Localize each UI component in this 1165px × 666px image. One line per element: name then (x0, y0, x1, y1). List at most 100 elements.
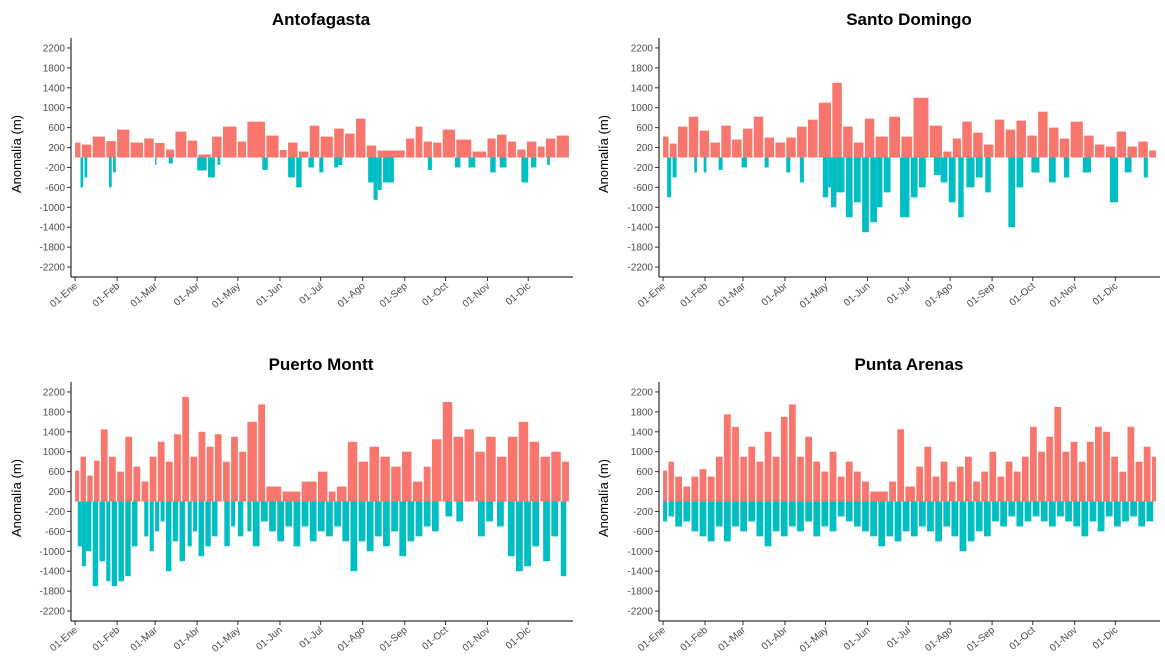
bar-positive (497, 456, 507, 502)
bar-negative (943, 501, 951, 527)
bar-positive (788, 404, 796, 502)
bar-negative (342, 501, 350, 542)
x-tick-label: 01-Nov (461, 625, 493, 654)
bar-positive (1005, 461, 1013, 502)
bar-positive (1070, 121, 1083, 158)
bar-positive (282, 491, 301, 502)
bar-negative (288, 157, 295, 178)
y-tick-label: 200 (636, 487, 653, 498)
bar-positive (288, 142, 298, 158)
x-tick-label: 01-May (210, 281, 243, 311)
bar-positive (677, 126, 688, 158)
bar-negative (377, 157, 382, 190)
bar-positive (456, 139, 472, 158)
y-tick-label: -1400 (39, 223, 65, 234)
bar-positive (545, 138, 556, 158)
bar-positive (369, 446, 379, 502)
x-tick-label: 01-Ene (48, 281, 80, 310)
bar-positive (1127, 146, 1137, 158)
bar-negative (1105, 501, 1113, 517)
bar-negative (1081, 501, 1089, 537)
bar-positive (144, 138, 154, 158)
y-tick-label: 600 (48, 467, 65, 478)
bar-negative (521, 157, 529, 183)
bar-positive (1138, 141, 1148, 158)
bar-positive (431, 439, 442, 502)
bar-positive (772, 456, 780, 502)
bars-group (663, 404, 1156, 552)
bar-positive (821, 471, 829, 502)
bar-positive (797, 456, 804, 502)
bar-negative (933, 157, 941, 175)
bar-negative (456, 501, 464, 522)
bar-positive (870, 491, 888, 502)
bar-negative (910, 501, 918, 537)
bar-negative (374, 501, 382, 537)
bar-negative (780, 501, 788, 537)
bar-positive (997, 476, 1005, 502)
bar-negative (845, 157, 853, 218)
bar-positive (518, 421, 529, 502)
bar-positive (320, 136, 333, 158)
bar-positive (691, 476, 699, 502)
bar-positive (182, 396, 190, 502)
bar-positive (100, 429, 108, 502)
y-tick-label: -1800 (627, 243, 653, 254)
y-tick-label: -1800 (39, 243, 65, 254)
bar-positive (336, 486, 347, 502)
bar-positive (130, 142, 143, 158)
panel-santo-domingo: Santo Domingo Anomalía (m) 2200 1800 1400 1… (596, 10, 1160, 311)
y-tick-label: 2200 (631, 387, 654, 398)
bar-negative (741, 157, 748, 168)
bar-positive (756, 461, 764, 502)
bar-negative (113, 157, 116, 173)
bar-negative (155, 157, 157, 165)
bar-positive (797, 126, 807, 158)
y-tick-label: 1800 (43, 407, 66, 418)
bar-positive (1027, 135, 1037, 158)
bar-positive (266, 486, 282, 502)
bar-negative (92, 501, 99, 587)
bar-negative (862, 501, 869, 532)
bar-negative (967, 501, 975, 542)
y-tick-label: -200 (45, 507, 65, 518)
bar-negative (423, 501, 431, 527)
bar-positive (1135, 461, 1143, 502)
bar-positive (668, 461, 674, 502)
x-tick-label: 01-Mar (717, 624, 749, 653)
x-tick-label: 01-Nov (1048, 281, 1080, 310)
bar-negative (285, 501, 293, 527)
bar-negative (334, 157, 339, 168)
bar-negative (830, 157, 837, 208)
bar-negative (691, 501, 699, 532)
bar-positive (1151, 456, 1156, 502)
bar-positive (149, 456, 157, 502)
bar-positive (187, 140, 198, 158)
y-tick-label: -600 (633, 183, 653, 194)
bar-negative (293, 501, 301, 547)
y-tick-label: 2200 (43, 387, 66, 398)
bar-positive (956, 466, 964, 502)
bar-positive (1046, 436, 1054, 502)
y-axis-title: Anomalía (m) (596, 459, 611, 537)
y-tick-label: -200 (633, 163, 653, 174)
x-tick-label: 01-Abr (760, 624, 791, 652)
bar-positive (1048, 127, 1059, 158)
bar-positive (391, 466, 401, 502)
x-tick-label: 01-Sep (378, 625, 410, 654)
bar-negative (927, 501, 934, 532)
bar-positive (889, 481, 896, 502)
x-tick-label: 01-Ene (48, 625, 80, 654)
bar-negative (530, 157, 537, 168)
x-tick-label: 01-Ene (636, 625, 668, 654)
bar-positive (862, 481, 869, 502)
bar-positive (1111, 456, 1119, 502)
bar-positive (1095, 426, 1102, 502)
bar-negative (740, 501, 748, 532)
bar-negative (1048, 501, 1056, 527)
bar-negative (1040, 501, 1048, 522)
bar-positive (740, 456, 748, 502)
bar-positive (529, 441, 540, 502)
y-tick-label: 1800 (631, 407, 654, 418)
bar-positive (453, 436, 464, 502)
